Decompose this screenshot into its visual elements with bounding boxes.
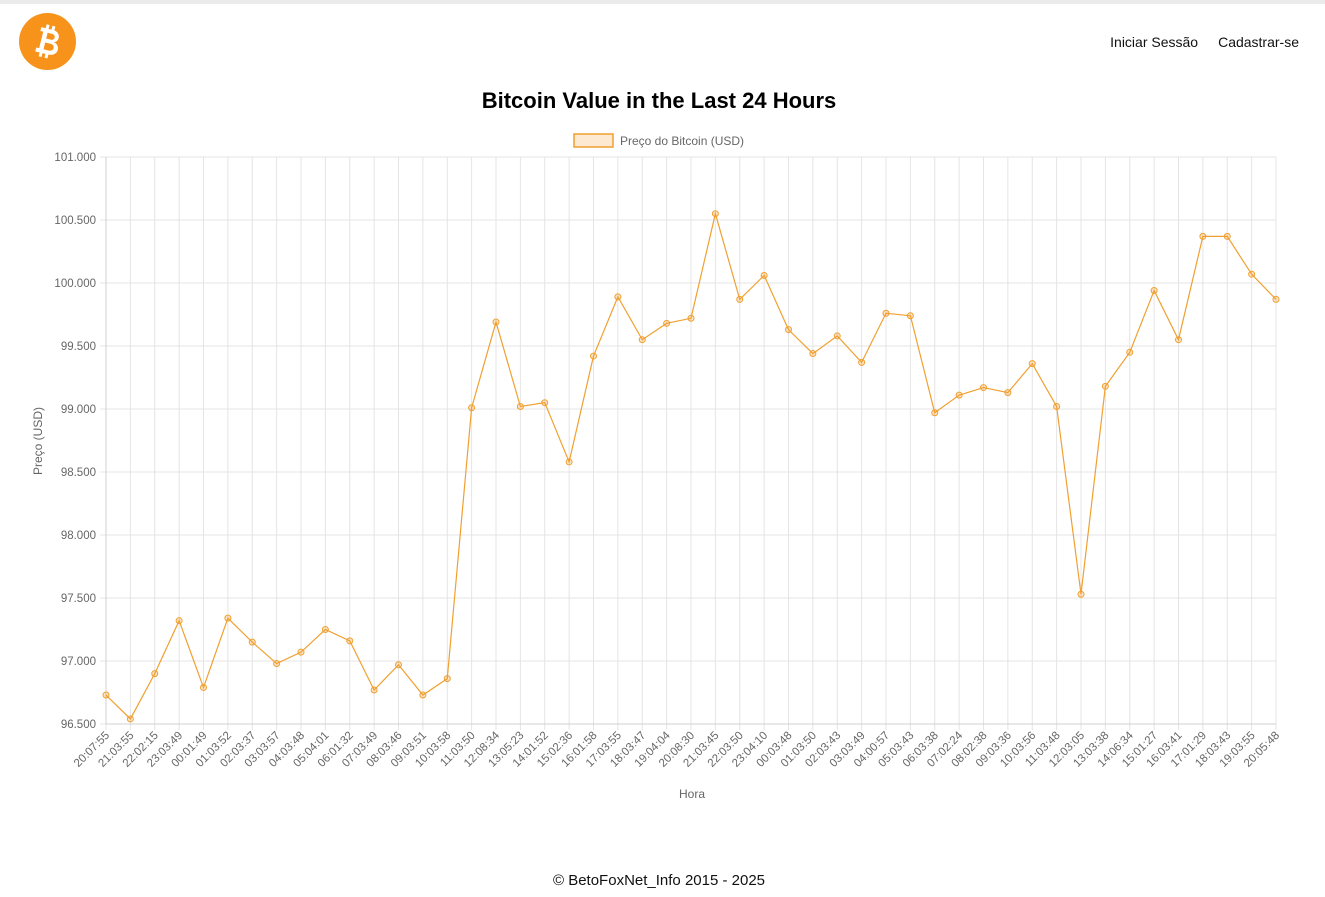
data-point[interactable] xyxy=(151,670,159,678)
data-point[interactable] xyxy=(955,391,963,399)
footer-copyright: © BetoFoxNet_Info 2015 - 2025 xyxy=(552,872,766,889)
data-point[interactable] xyxy=(1150,287,1158,295)
data-point[interactable] xyxy=(1028,360,1036,368)
data-point[interactable] xyxy=(1223,232,1231,240)
data-point[interactable] xyxy=(321,626,329,633)
data-point[interactable] xyxy=(224,614,232,622)
data-point[interactable] xyxy=(443,675,451,683)
data-point[interactable] xyxy=(1101,382,1109,390)
y-tick-label: 98.500 xyxy=(61,467,96,479)
data-point[interactable] xyxy=(1004,389,1012,397)
data-point[interactable] xyxy=(1199,232,1207,240)
page-title: Bitcoin Value in the Last 24 Hours xyxy=(481,88,837,113)
data-point[interactable] xyxy=(1126,348,1134,356)
y-tick-label: 97.000 xyxy=(61,656,96,668)
y-tick-label: 101.000 xyxy=(54,152,96,164)
data-point[interactable] xyxy=(200,683,207,691)
data-point[interactable] xyxy=(468,404,476,412)
data-point[interactable] xyxy=(248,638,256,646)
data-point[interactable] xyxy=(370,686,378,694)
data-point[interactable] xyxy=(346,637,354,645)
y-axis-ticks: 101.000 100.500 100.000 99.500 99.000 98.500 9… xyxy=(54,152,96,731)
data-point[interactable] xyxy=(175,617,183,625)
data-point[interactable] xyxy=(102,691,110,699)
data-point[interactable] xyxy=(711,210,719,218)
series-line xyxy=(105,211,1277,720)
data-point[interactable] xyxy=(1272,295,1280,303)
data-point[interactable] xyxy=(297,648,305,656)
chart-grid xyxy=(100,156,1277,730)
data-point[interactable] xyxy=(590,352,597,360)
y-tick-label: 100.500 xyxy=(54,215,96,227)
data-point[interactable] xyxy=(565,458,573,466)
data-point[interactable] xyxy=(931,409,939,417)
data-point[interactable] xyxy=(1175,336,1182,344)
chart-legend[interactable]: Preço do Bitcoin (USD) xyxy=(573,133,744,148)
data-point[interactable] xyxy=(273,660,281,668)
data-point[interactable] xyxy=(395,661,402,669)
price-line-chart: Preço do Bitcoin (USD) 101.000 100.500 100… xyxy=(31,133,1282,801)
y-tick-label: 99.500 xyxy=(61,341,96,353)
data-point[interactable] xyxy=(614,293,622,301)
data-point[interactable] xyxy=(760,271,768,279)
data-point[interactable] xyxy=(516,402,524,410)
data-point[interactable] xyxy=(980,384,987,392)
data-point[interactable] xyxy=(833,332,841,340)
y-tick-label: 97.500 xyxy=(61,593,96,605)
data-point[interactable] xyxy=(492,318,500,326)
top-nav: Iniciar Sessão Cadastrar-se xyxy=(1110,34,1299,50)
data-point[interactable] xyxy=(736,295,744,303)
data-point[interactable] xyxy=(785,326,792,334)
y-tick-label: 98.000 xyxy=(61,530,96,542)
data-point[interactable] xyxy=(906,312,914,320)
top-border xyxy=(0,0,1325,4)
data-point[interactable] xyxy=(1077,590,1085,598)
data-point[interactable] xyxy=(809,350,817,358)
bitcoin-logo-icon[interactable] xyxy=(19,13,76,70)
data-point[interactable] xyxy=(126,715,134,723)
data-point[interactable] xyxy=(858,358,866,366)
y-axis-title: Preço (USD) xyxy=(31,407,45,475)
data-point[interactable] xyxy=(663,319,671,327)
login-link[interactable]: Iniciar Sessão xyxy=(1110,34,1199,50)
series-price xyxy=(102,210,1280,723)
data-point[interactable] xyxy=(687,314,695,322)
x-axis-ticks: 20:07:5521:03:5522:02:1523:03:4900:01:49… xyxy=(72,729,1282,770)
y-tick-label: 99.000 xyxy=(61,404,96,416)
data-point[interactable] xyxy=(419,691,427,699)
legend-label: Preço do Bitcoin (USD) xyxy=(620,134,744,148)
signup-link[interactable]: Cadastrar-se xyxy=(1218,34,1299,50)
data-point[interactable] xyxy=(541,399,549,407)
data-point[interactable] xyxy=(638,336,646,344)
data-point[interactable] xyxy=(1053,402,1061,410)
data-point[interactable] xyxy=(882,309,890,317)
data-point[interactable] xyxy=(1248,270,1256,278)
y-tick-label: 100.000 xyxy=(54,278,96,290)
x-axis-title: Hora xyxy=(679,787,705,801)
legend-swatch xyxy=(573,133,614,148)
y-tick-label: 96.500 xyxy=(61,719,96,731)
